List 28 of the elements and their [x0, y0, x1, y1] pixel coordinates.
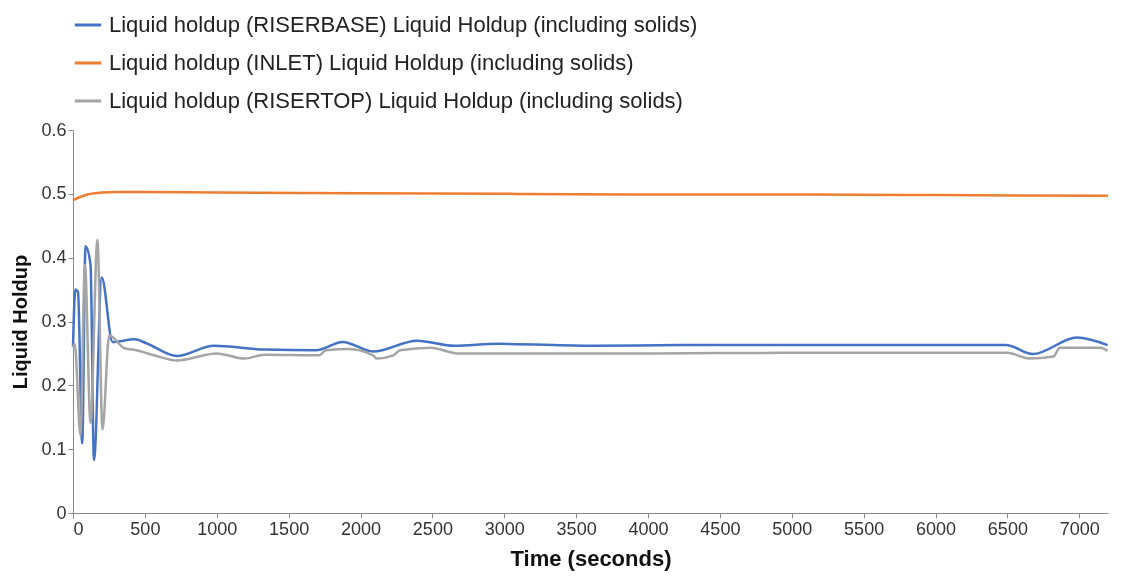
x-tick-label: 3500 — [556, 518, 597, 539]
x-tick-label: 1500 — [269, 518, 310, 539]
legend-label: Liquid holdup (INLET) Liquid Holdup (including solids) — [109, 50, 634, 75]
y-tick-label: 0.6 — [41, 119, 67, 140]
x-tick-label: 6500 — [987, 518, 1028, 539]
y-tick-label: 0 — [56, 502, 67, 523]
y-tick-label: 0.1 — [41, 438, 67, 459]
x-tick-label: 7000 — [1059, 518, 1100, 539]
line-series — [71, 190, 1110, 202]
x-tick-label: 5000 — [772, 518, 813, 539]
legend-label: Liquid holdup (RISERBASE) Liquid Holdup (including solids) — [109, 12, 698, 37]
y-tick-label: 0.4 — [41, 247, 67, 268]
x-tick-label: 6000 — [915, 518, 957, 539]
x-tick-label: 1000 — [197, 518, 238, 539]
x-tick-label: 4500 — [700, 518, 741, 539]
x-tick-label: 0 — [73, 518, 84, 539]
x-tick-label: 500 — [130, 518, 161, 539]
legend-label: Liquid holdup (RISERTOP) Liquid Holdup (including solids) — [109, 88, 683, 113]
y-axis-title: Liquid Holdup — [9, 254, 32, 390]
x-tick-label: 3000 — [484, 518, 525, 539]
x-tick-label: 2500 — [412, 518, 453, 539]
x-tick-label: 4000 — [628, 518, 669, 539]
x-tick-label: 2000 — [340, 518, 382, 539]
y-tick-label: 0.5 — [41, 183, 67, 204]
x-tick-label: 5500 — [844, 518, 885, 539]
y-tick-label: 0.3 — [41, 311, 67, 331]
y-tick-label: 0.2 — [41, 374, 67, 395]
x-axis-title: Time (seconds) — [510, 545, 672, 571]
